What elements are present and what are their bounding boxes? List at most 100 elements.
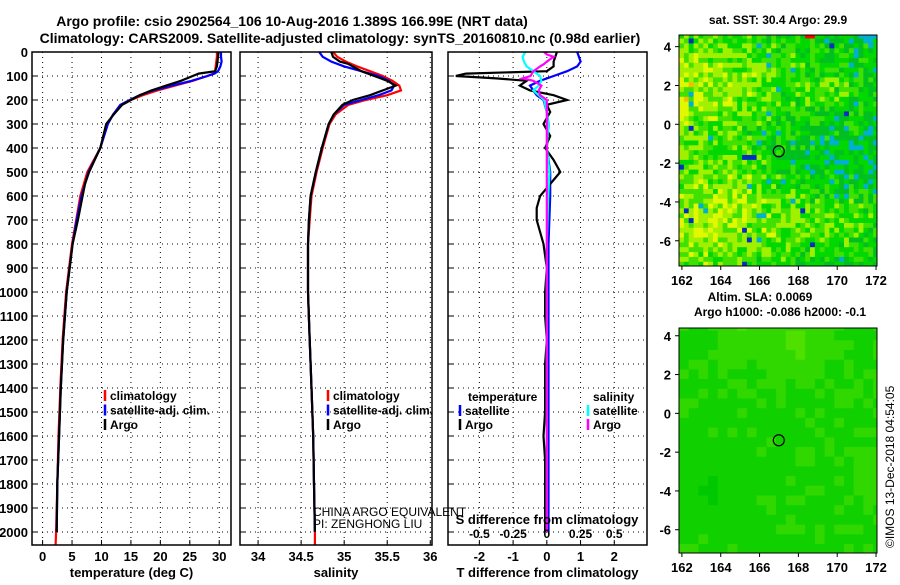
map-cell: [766, 378, 777, 389]
map-cell: [703, 227, 709, 233]
map-cell: [737, 504, 748, 515]
map-cell: [785, 485, 797, 496]
map-cell: [727, 115, 733, 122]
map-cell: [785, 149, 792, 155]
map-cell: [679, 67, 685, 73]
map-cell: [771, 81, 777, 88]
imos-credit: ©IMOS 13-Dec-2018 04:54:05: [883, 385, 897, 548]
map-cell: [819, 42, 826, 49]
map-cell: [732, 125, 738, 131]
x-tick-label: 35: [337, 549, 351, 564]
map-cell: [810, 105, 816, 112]
map-cell: [795, 207, 801, 214]
map-cell: [868, 62, 874, 68]
map-cell: [727, 198, 733, 204]
map-cell: [785, 494, 797, 506]
map-cell: [848, 256, 855, 262]
map-cell: [756, 62, 763, 68]
map-cell: [766, 37, 772, 44]
map-cell: [766, 71, 772, 78]
map-cell: [863, 86, 869, 92]
map-cell: [771, 135, 777, 141]
map-cell: [732, 246, 738, 253]
map-cell: [805, 173, 811, 180]
map-cell: [810, 139, 816, 146]
map-cell: [800, 71, 806, 78]
map-cell: [722, 178, 729, 185]
map-cell: [873, 115, 877, 122]
map-cell: [844, 173, 850, 180]
map-cell: [834, 426, 845, 438]
map-cell: [800, 188, 806, 194]
map-cell: [708, 388, 719, 399]
map-cell: [858, 212, 865, 219]
map-cell: [708, 261, 714, 266]
map-cell: [746, 149, 753, 155]
map-cell: [713, 86, 719, 92]
map-cell: [790, 227, 797, 233]
map-cell: [844, 388, 855, 399]
map-cell: [766, 236, 772, 243]
map-cell: [742, 227, 748, 233]
map-cell: [810, 232, 816, 238]
map-cell: [761, 149, 767, 155]
map-cell: [756, 241, 763, 248]
map-cell: [708, 504, 719, 515]
map-cell: [829, 120, 835, 126]
map-cell: [776, 101, 782, 107]
map-cell: [727, 57, 733, 63]
map-cell: [863, 241, 869, 248]
map-cell: [679, 52, 685, 58]
map-cell: [780, 164, 787, 170]
map-cell: [848, 207, 855, 214]
map-cell: [873, 81, 877, 88]
map-cell: [863, 227, 869, 233]
map-cell: [683, 35, 690, 39]
map-cell: [863, 388, 874, 399]
map-cell: [761, 193, 767, 199]
map-cell: [732, 110, 738, 117]
map-cell: [722, 232, 729, 238]
map-cell: [732, 256, 738, 262]
map-cell: [751, 35, 758, 39]
map-cell: [722, 52, 729, 58]
map-cell: [824, 159, 831, 165]
map-cell: [795, 67, 801, 73]
map-cell: [780, 217, 787, 223]
map-cell: [795, 144, 801, 151]
map-cell: [810, 193, 816, 199]
map-cell: [873, 475, 877, 486]
map-cell: [766, 96, 772, 102]
map-cell: [834, 35, 840, 39]
argo-float-location-marker: [772, 145, 785, 158]
map-cell: [873, 426, 877, 438]
map-cell: [688, 62, 695, 68]
map-cell: [751, 241, 758, 248]
map-cell: [868, 164, 874, 170]
map-cell: [693, 101, 700, 107]
map-cell: [848, 183, 855, 189]
map-cell: [873, 71, 877, 78]
map-cell: [698, 125, 704, 131]
map-cell: [868, 261, 874, 266]
map-cell: [785, 125, 792, 131]
map-cell: [746, 533, 758, 544]
map-cell: [713, 168, 719, 175]
map-cell: [780, 193, 787, 199]
map-cell: [756, 52, 763, 58]
map-cell: [708, 456, 719, 467]
map-cell: [844, 149, 850, 155]
map-cell: [858, 42, 865, 49]
map-cell: [727, 436, 738, 447]
map-cell: [868, 47, 874, 54]
map-cell: [761, 86, 767, 92]
sla-map-subtitle: Argo h1000: -0.086 h2000: -0.1: [694, 305, 866, 319]
map-cell: [713, 159, 719, 165]
map-cell: [751, 115, 758, 122]
map-cell: [834, 349, 845, 360]
map-cell: [780, 120, 787, 126]
legend-title-temperature: temperature: [468, 390, 538, 404]
map-cell: [703, 76, 709, 83]
map-cell: [717, 222, 724, 228]
map-cell: [732, 212, 738, 219]
